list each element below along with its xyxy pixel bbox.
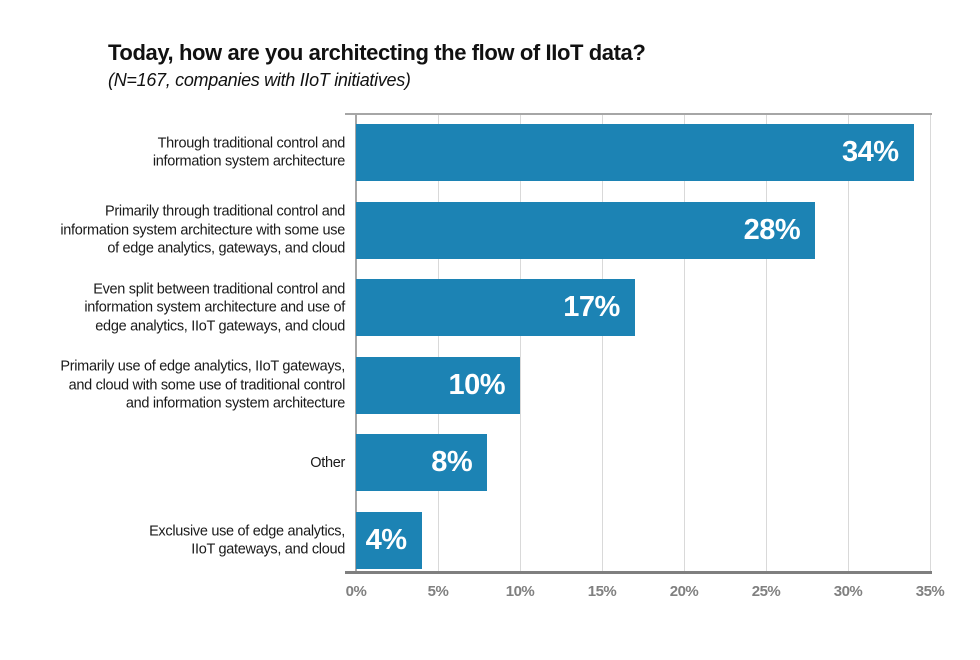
chart-title: Today, how are you architecting the flow… — [108, 40, 646, 65]
category-label: Other — [310, 454, 345, 471]
gridline — [438, 115, 439, 573]
x-axis-tick-label: 20% — [669, 583, 699, 600]
x-axis-tick-label: 25% — [751, 583, 781, 600]
plot-top-border — [345, 113, 932, 115]
category-label: Even split between traditional control a… — [84, 280, 345, 334]
gridline — [602, 115, 603, 573]
bar: 17% — [356, 279, 635, 337]
gridline — [766, 115, 767, 573]
category-label: Exclusive use of edge analytics, IIoT ga… — [149, 523, 345, 558]
bar: 10% — [356, 356, 520, 414]
x-axis-tick-label: 0% — [345, 583, 367, 600]
y-axis-line — [355, 113, 357, 573]
gridline — [848, 115, 849, 573]
bar: 34% — [356, 124, 914, 181]
x-axis-tick-label: 30% — [833, 583, 863, 600]
x-axis-line — [345, 571, 932, 574]
bar: 4% — [356, 512, 422, 569]
chart-subtitle: (N=167, companies with IIoT initiatives) — [108, 70, 411, 90]
x-axis-tick-label: 35% — [915, 583, 945, 600]
category-label: Primarily use of edge analytics, IIoT ga… — [60, 358, 345, 412]
bar-value-label: 17% — [563, 291, 620, 324]
bar-value-label: 8% — [431, 446, 473, 479]
x-axis-tick-label: 10% — [505, 583, 535, 600]
category-label: Primarily through traditional control an… — [60, 203, 345, 257]
bar: 8% — [356, 434, 488, 492]
bar-value-label: 10% — [448, 368, 505, 401]
gridline — [684, 115, 685, 573]
bar: 28% — [356, 201, 816, 259]
bar-value-label: 34% — [842, 136, 899, 168]
category-label: Through traditional control and informat… — [152, 135, 345, 170]
x-axis-tick-label: 15% — [587, 583, 617, 600]
gridline — [930, 115, 931, 573]
bar-value-label: 4% — [365, 524, 407, 556]
gridline — [520, 115, 521, 573]
bar-value-label: 28% — [743, 213, 801, 246]
x-axis-tick-label: 5% — [427, 583, 449, 600]
